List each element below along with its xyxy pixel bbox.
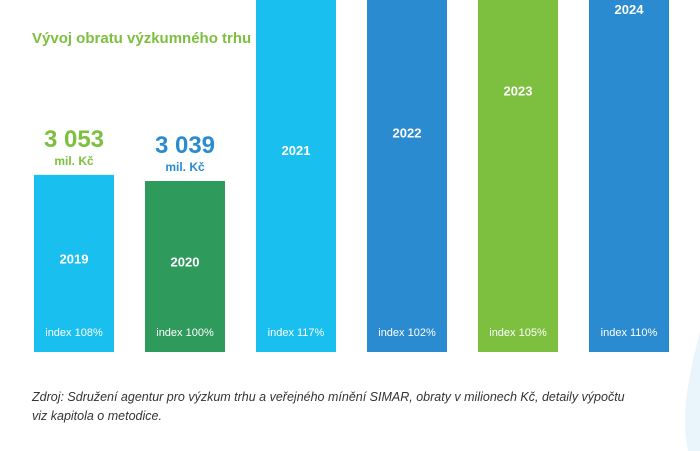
index-label-2019: index 108% <box>45 327 103 339</box>
index-label-2020: index 100% <box>156 327 214 339</box>
bar-2020 <box>145 181 225 352</box>
year-label-2024: 2024 <box>615 2 645 17</box>
year-label-2019: 2019 <box>60 251 89 266</box>
source-note: Zdroj: Sdružení agentur pro výzkum trhu … <box>32 390 625 423</box>
bar-2024 <box>589 0 669 352</box>
index-label-2022: index 102% <box>378 327 436 339</box>
bar-2019 <box>34 174 114 352</box>
bar-2021 <box>256 0 336 353</box>
decorative-swoosh <box>685 331 700 451</box>
index-label-2021: index 117% <box>268 327 325 339</box>
unit-label-2020: mil. Kč <box>165 160 205 174</box>
unit-label-2019: mil. Kč <box>54 154 94 168</box>
index-label-2024: index 110% <box>601 327 658 339</box>
value-label-2019: 3 053 <box>44 126 104 153</box>
year-label-2021: 2021 <box>282 143 311 158</box>
chart-title: Vývoj obratu výzkumného trhu 2019–2024 <box>32 30 331 47</box>
value-label-2020: 3 039 <box>155 132 215 159</box>
index-label-2023: index 105% <box>489 327 547 339</box>
year-label-2020: 2020 <box>171 255 200 270</box>
bar-2022 <box>367 0 447 353</box>
bar-2023 <box>478 0 558 352</box>
year-label-2023: 2023 <box>504 83 533 98</box>
year-label-2022: 2022 <box>393 126 422 141</box>
